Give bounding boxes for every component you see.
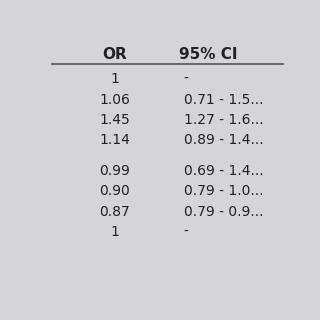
Text: 0.87: 0.87	[99, 204, 130, 219]
Text: 1.06: 1.06	[99, 92, 130, 107]
Text: -: -	[184, 72, 189, 86]
Text: 0.79 - 1.0...: 0.79 - 1.0...	[184, 184, 263, 198]
Text: 0.89 - 1.4...: 0.89 - 1.4...	[184, 133, 263, 148]
Text: OR: OR	[102, 47, 127, 62]
Text: 0.90: 0.90	[99, 184, 130, 198]
Text: 95% CI: 95% CI	[180, 47, 238, 62]
Text: 1.45: 1.45	[99, 113, 130, 127]
Text: 1: 1	[110, 225, 119, 239]
Text: 1.14: 1.14	[99, 133, 130, 148]
Text: 1.27 - 1.6...: 1.27 - 1.6...	[184, 113, 263, 127]
Text: 0.79 - 0.9...: 0.79 - 0.9...	[184, 204, 263, 219]
Text: 0.71 - 1.5...: 0.71 - 1.5...	[184, 92, 263, 107]
Text: 1: 1	[110, 72, 119, 86]
Text: 0.99: 0.99	[99, 164, 130, 178]
Text: -: -	[184, 225, 189, 239]
Text: 0.69 - 1.4...: 0.69 - 1.4...	[184, 164, 263, 178]
